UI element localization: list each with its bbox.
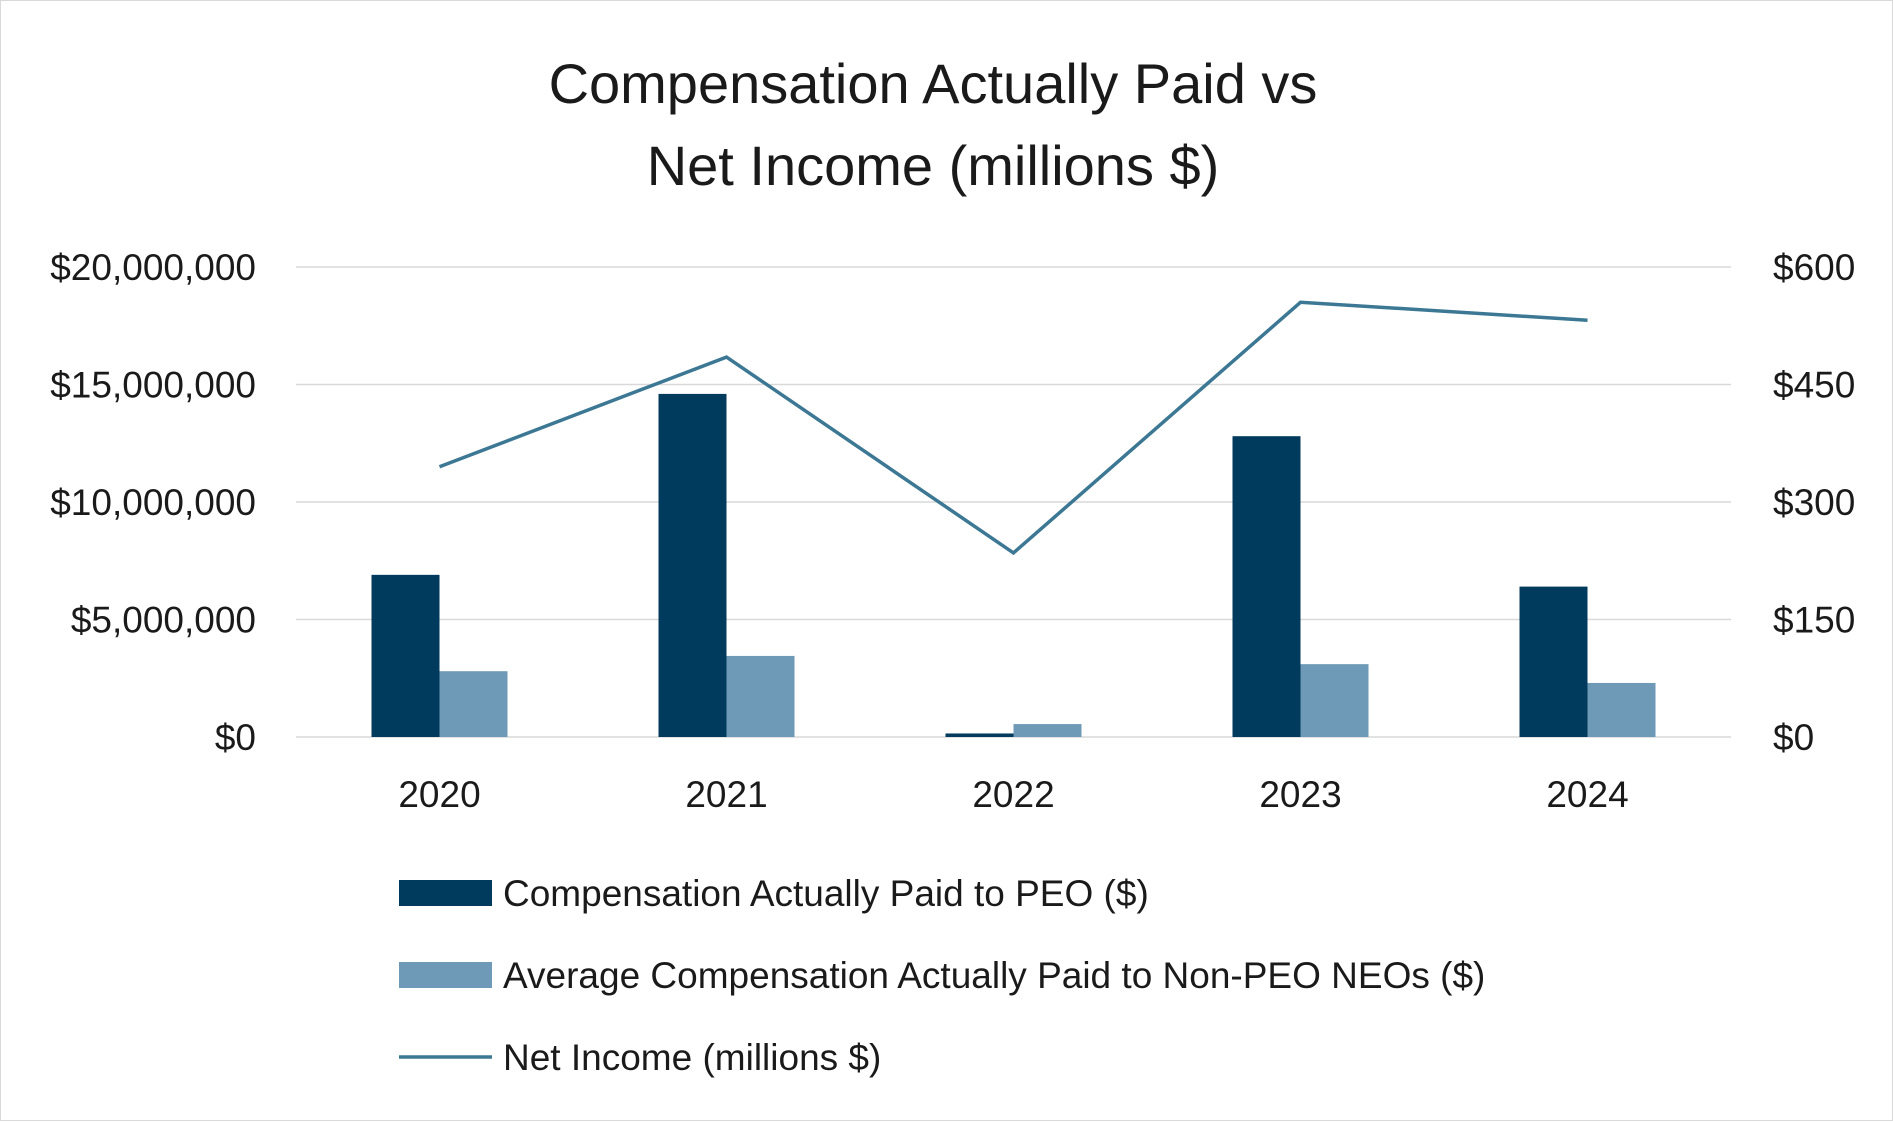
bar-series-1-2022: [945, 733, 1014, 737]
left-tick-label: $5,000,000: [71, 600, 256, 641]
bar-series-2-2022: [1013, 724, 1082, 737]
legend-label-3: Net Income (millions $): [503, 1037, 881, 1078]
bar-series-2-2023: [1300, 664, 1369, 737]
x-tick-label: 2022: [972, 774, 1054, 815]
legend-label-2: Average Compensation Actually Paid to No…: [503, 955, 1485, 996]
x-axis: 2020 2021 2022 2023 2024: [398, 774, 1628, 815]
net-income-line-group: [438, 300, 1588, 556]
chart-title-line-1: Compensation Actually Paid vs: [549, 52, 1318, 115]
bar-series-2-2020: [439, 671, 508, 737]
bar-series-2-2024: [1587, 682, 1656, 737]
bar-series-1-2020: [371, 574, 440, 737]
x-tick-label: 2024: [1546, 774, 1628, 815]
x-tick-label: 2023: [1259, 774, 1341, 815]
x-tick-label: 2021: [685, 774, 767, 815]
bar-series-1-2024: [1519, 586, 1588, 737]
left-tick-label: $0: [215, 717, 256, 758]
legend-swatch-1: [399, 880, 492, 906]
right-tick-label: $0: [1773, 717, 1814, 758]
bar-series-2-2021: [726, 655, 795, 737]
right-tick-label: $600: [1773, 247, 1855, 288]
legend: Compensation Actually Paid to PEO ($) Ave…: [399, 873, 1485, 1078]
left-axis: $0 $5,000,000 $10,000,000 $15,000,000 $20,00…: [50, 247, 256, 758]
left-tick-label: $15,000,000: [50, 365, 256, 406]
bar-series-1-2021: [658, 393, 727, 737]
x-tick-label: 2020: [398, 774, 480, 815]
grid-lines: [296, 266, 1731, 738]
right-axis: $0 $150 $300 $450 $600: [1773, 247, 1855, 758]
legend-swatch-2: [399, 962, 492, 988]
right-tick-label: $300: [1773, 482, 1855, 523]
left-tick-label: $20,000,000: [50, 247, 256, 288]
right-tick-label: $150: [1773, 600, 1855, 641]
right-tick-label: $450: [1773, 365, 1855, 406]
net-income-line: [438, 300, 1588, 556]
bars: [371, 393, 1656, 737]
chart-title-line-2: Net Income (millions $): [647, 134, 1220, 197]
left-tick-label: $10,000,000: [50, 482, 256, 523]
bar-series-1-2023: [1232, 436, 1301, 737]
legend-label-1: Compensation Actually Paid to PEO ($): [503, 873, 1149, 914]
